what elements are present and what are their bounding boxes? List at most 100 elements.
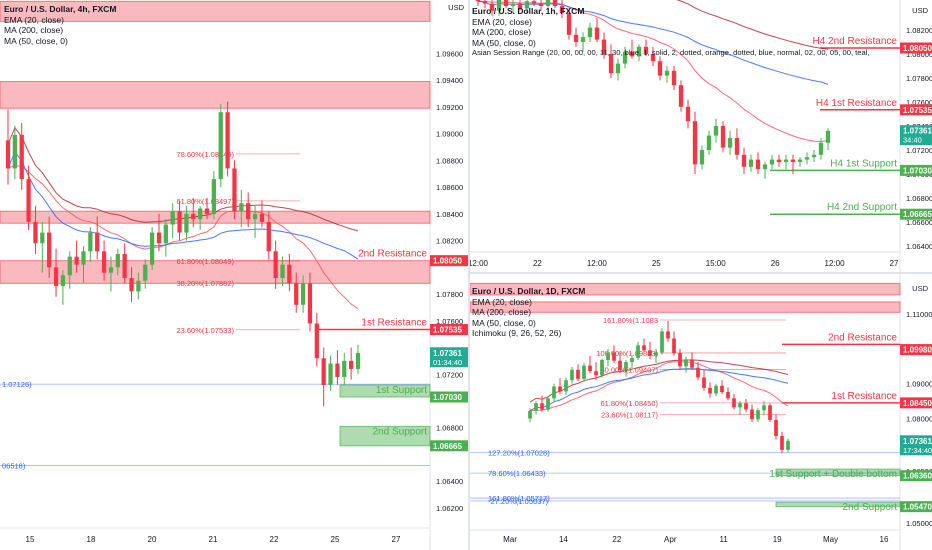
- candle-body: [156, 232, 162, 244]
- ma200-line: [676, 0, 829, 50]
- candle-body: [720, 385, 724, 393]
- candle-body: [714, 385, 718, 394]
- time-tick-label: 27: [890, 259, 899, 268]
- support-zone: [339, 425, 431, 447]
- candle-body: [699, 150, 705, 165]
- chart-1d-canvas[interactable]: 2nd Resistance 1st Resistance 1st Support …: [470, 274, 932, 550]
- candle-body: [19, 135, 24, 180]
- price-axis-tag: [430, 347, 468, 368]
- time-tick-label: 18: [87, 535, 96, 544]
- candle-body: [496, 0, 502, 11]
- ma50-line: [7, 150, 359, 260]
- level-label: 1st Support: [376, 385, 427, 396]
- candle-body: [678, 353, 682, 367]
- candle-body: [615, 63, 621, 74]
- ma200-line: [7, 126, 359, 232]
- candle-body: [225, 112, 230, 169]
- candle-body: [5, 140, 11, 169]
- chart-panel-1d[interactable]: 2nd Resistance 1st Resistance 1st Support …: [470, 274, 932, 550]
- candle-body: [666, 331, 670, 339]
- price-tick-label: 1.06400: [436, 477, 463, 486]
- price-tick-label: 1.09600: [436, 49, 463, 58]
- candle-body: [314, 323, 319, 359]
- price-tick-label: 1.08600: [436, 183, 463, 192]
- candle-body: [33, 221, 38, 244]
- resistance-zone: [470, 282, 901, 296]
- time-tick-label: 12:00: [825, 259, 846, 268]
- candle-body: [690, 359, 694, 368]
- ma200-line: [529, 359, 789, 403]
- time-tick-label: 20: [148, 535, 157, 544]
- fib-extension-label: 161.80%(1.05717): [488, 494, 550, 503]
- panel-divider-vertical[interactable]: [468, 0, 470, 550]
- price-axis-tag-label: 1.06360: [903, 472, 932, 481]
- price-axis-tag-label: 1.07030: [433, 393, 462, 402]
- candle-body: [534, 403, 538, 411]
- ema-line: [477, 0, 829, 143]
- candle-body: [588, 365, 592, 372]
- candle-body: [552, 0, 558, 6]
- candle-body: [811, 154, 817, 158]
- level-label: 2nd Resistance: [358, 249, 427, 260]
- candle-body: [692, 121, 698, 165]
- price-axis-tag: [900, 164, 932, 176]
- candle-body: [797, 159, 803, 162]
- candle-body: [696, 367, 700, 378]
- chart-4h-canvas[interactable]: 2nd Resistance 1st Resistance 1st Support 2…: [0, 0, 468, 550]
- price-tick-label: 1.06400: [906, 242, 932, 251]
- time-tick-label: 27: [392, 535, 401, 544]
- price-tick-label: 1.11000: [906, 310, 932, 319]
- candle-body: [642, 345, 646, 351]
- candle-body: [734, 138, 740, 155]
- candle-body: [74, 256, 79, 265]
- time-tick-label: 25: [652, 259, 661, 268]
- candle-body: [545, 0, 551, 6]
- candle-body: [552, 386, 556, 399]
- time-tick-label: 19: [773, 535, 782, 544]
- candle-body: [750, 409, 754, 420]
- candle-body: [355, 352, 361, 369]
- countdown-label: 34:40: [903, 136, 922, 145]
- candle-body: [600, 360, 604, 376]
- fib-label: 38.20%(1.07882): [176, 279, 234, 288]
- chart-panel-1h[interactable]: H4 2nd Resistance H4 1st Resistance H4 1st…: [470, 0, 932, 272]
- price-tick-label: 1.09200: [436, 103, 463, 112]
- candle-body: [143, 264, 148, 281]
- candle-body: [671, 70, 677, 86]
- candle-body: [191, 213, 196, 220]
- candle-body: [618, 360, 622, 370]
- candle-body: [594, 27, 600, 40]
- candle-body: [732, 398, 736, 408]
- price-axis-tag: [900, 208, 932, 220]
- price-tick-label: 1.08200: [436, 237, 463, 246]
- currency-label: USD: [912, 6, 928, 15]
- candle-body: [26, 179, 31, 222]
- candle-body: [558, 386, 562, 392]
- price-tick-label: 1.08400: [436, 210, 463, 219]
- time-tick-label: 12:00: [587, 259, 608, 268]
- price-axis-tag-label: 1.07361: [433, 349, 462, 358]
- time-tick-label: 11: [720, 535, 729, 544]
- candle-body: [287, 264, 292, 284]
- fib-extension-label: 1.07126): [2, 380, 32, 389]
- fib-label: 78.60%(1.08849): [176, 150, 234, 159]
- price-axis-tag-label: 1.07361: [903, 127, 932, 136]
- price-tick-label: 1.09000: [436, 130, 463, 139]
- price-axis-tag-label: 1.06665: [903, 210, 932, 219]
- candle-body: [622, 51, 628, 64]
- candle-body: [564, 380, 568, 392]
- price-tick-label: 1.08200: [906, 26, 932, 35]
- time-tick-label: 15:00: [706, 259, 727, 268]
- candle-body: [538, 3, 544, 6]
- price-tick-label: 1.05000: [906, 519, 932, 528]
- panel-divider-horizontal[interactable]: [470, 272, 932, 274]
- chart-panel-4h[interactable]: 2nd Resistance 1st Resistance 1st Support 2…: [0, 0, 468, 550]
- candle-body: [307, 283, 313, 324]
- chart-1h-canvas[interactable]: H4 2nd Resistance H4 1st Resistance H4 1st…: [470, 0, 932, 272]
- candle-body: [741, 154, 747, 167]
- resistance-zone: [0, 0, 431, 22]
- candle-body: [321, 358, 326, 385]
- candle-body: [528, 410, 532, 419]
- support-zone: [339, 384, 431, 398]
- price-axis-tag: [900, 435, 932, 456]
